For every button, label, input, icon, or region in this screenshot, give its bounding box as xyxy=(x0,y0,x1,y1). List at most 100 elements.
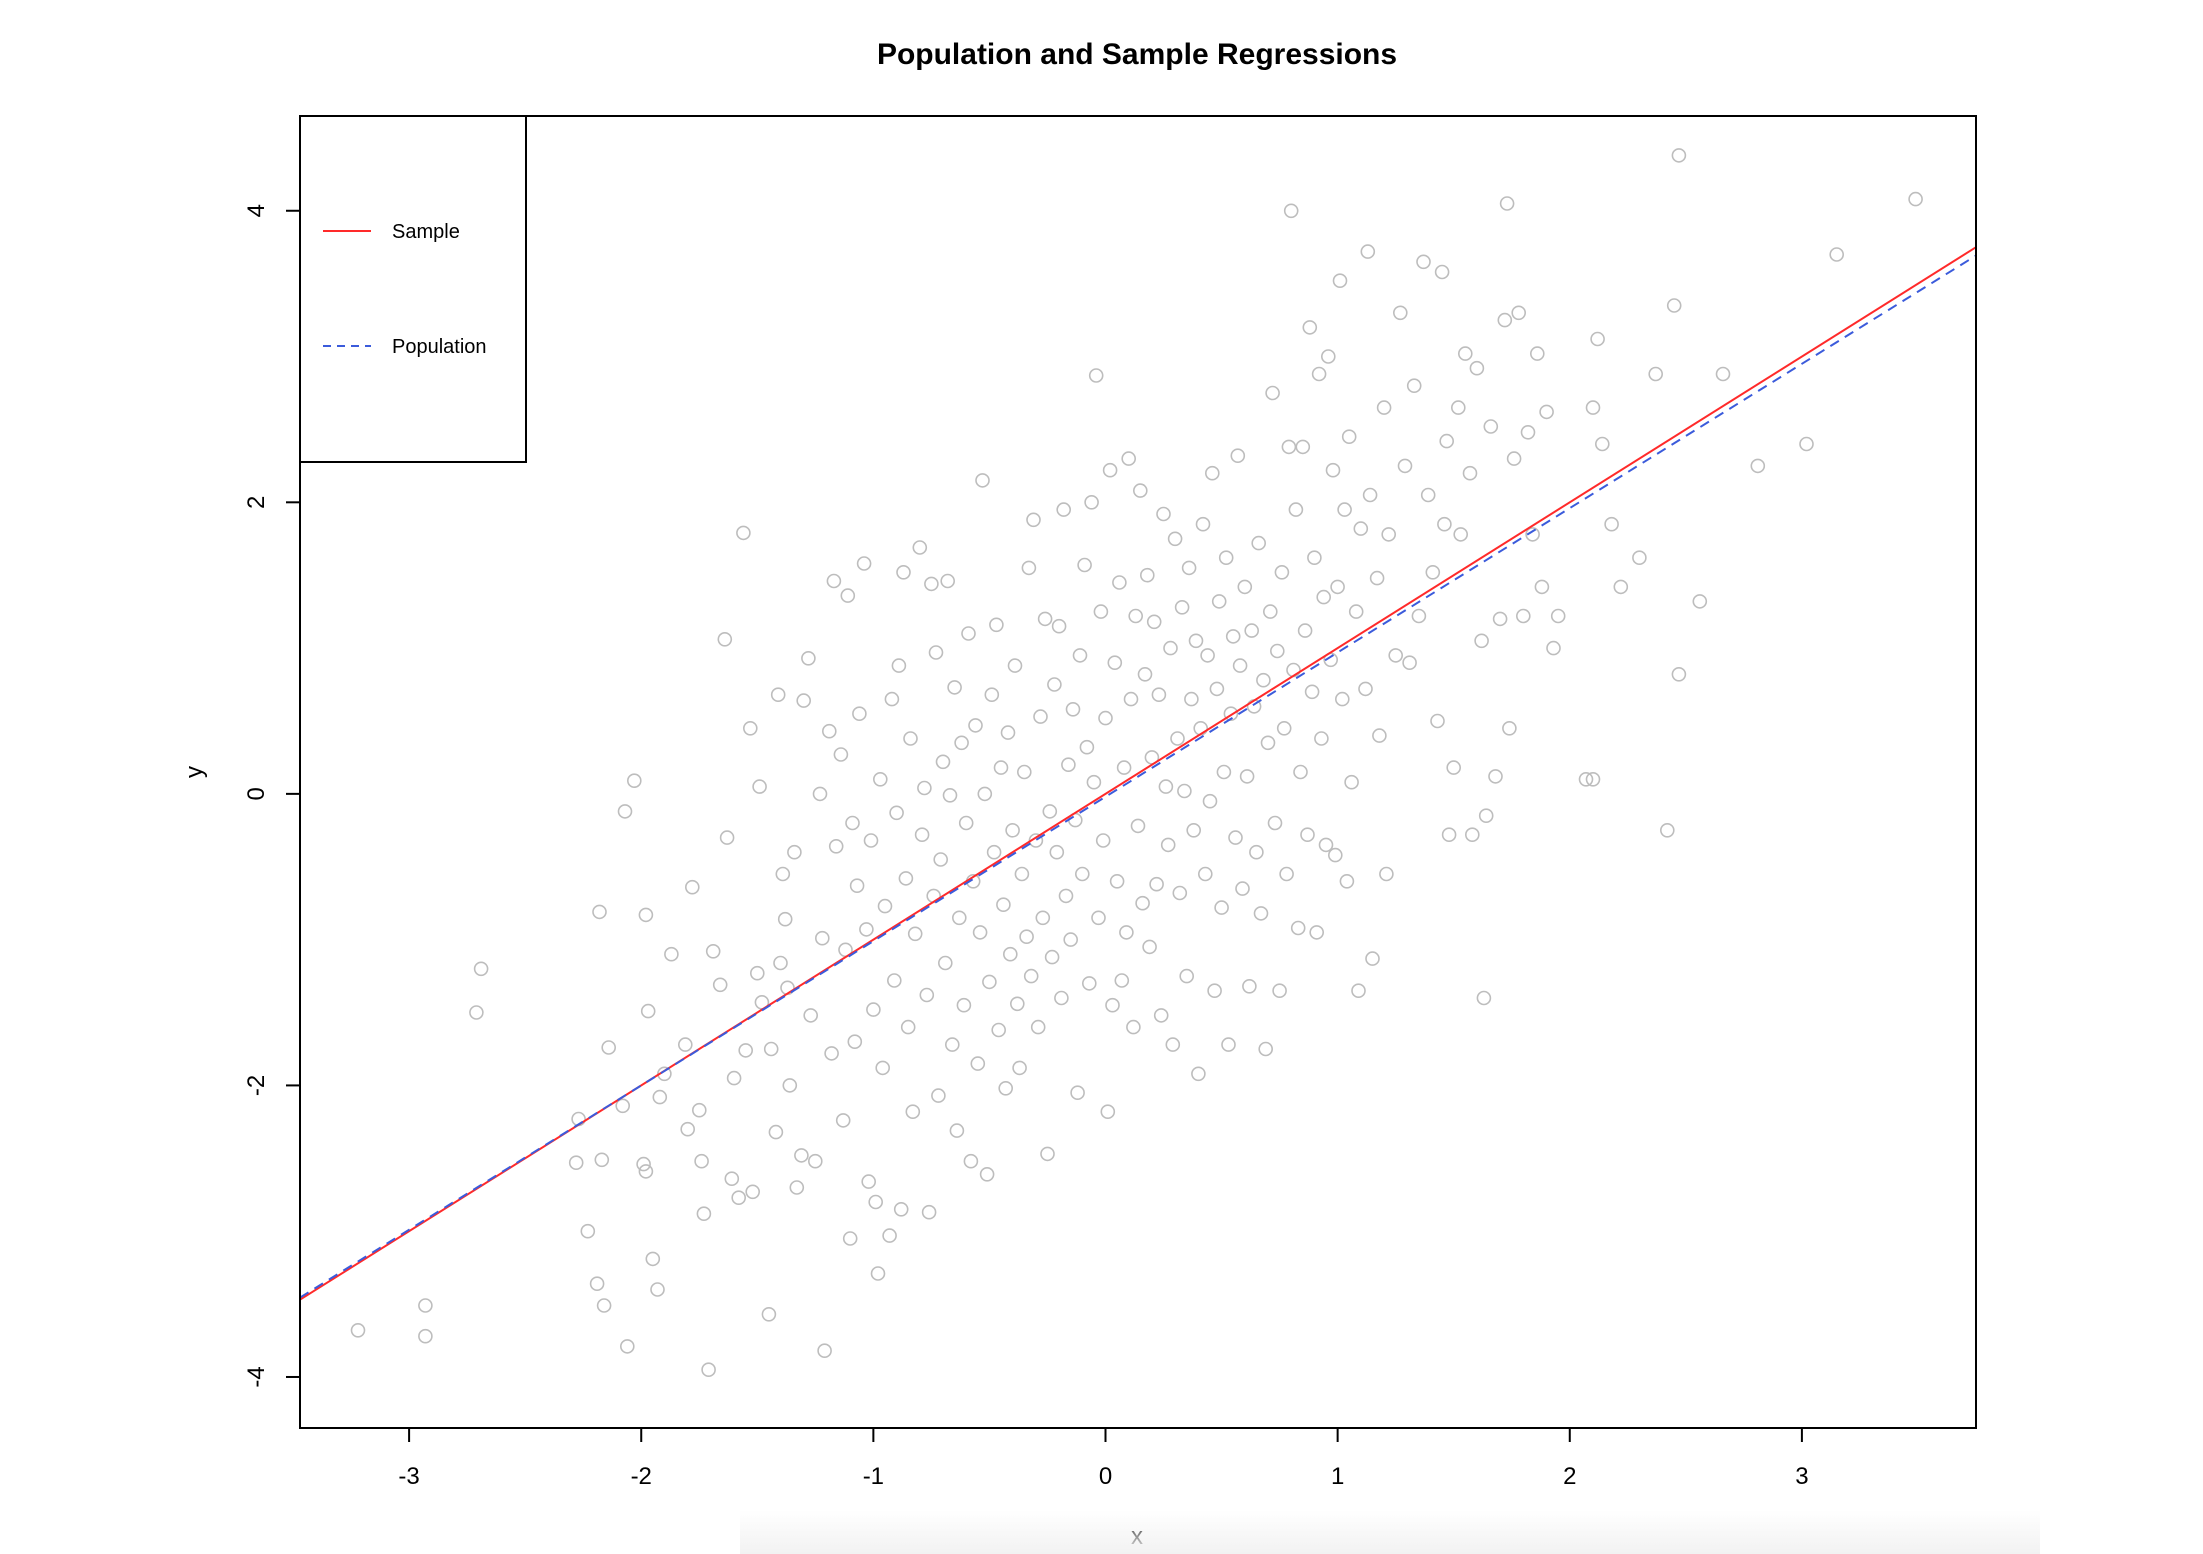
data-point xyxy=(968,718,983,733)
data-point xyxy=(773,955,788,971)
data-point xyxy=(1276,720,1292,736)
data-point xyxy=(1376,400,1392,415)
data-point xyxy=(1251,535,1266,551)
data-point xyxy=(1393,305,1408,321)
data-point xyxy=(1023,968,1039,984)
data-point xyxy=(1044,949,1060,965)
data-point xyxy=(1829,247,1844,262)
data-point xyxy=(636,1156,651,1172)
data-point xyxy=(979,1167,995,1182)
y-axis: -4 -2 0 2 4 xyxy=(243,204,301,1388)
data-point xyxy=(1214,900,1229,915)
data-point xyxy=(1177,783,1192,799)
data-point xyxy=(1381,527,1396,542)
data-point xyxy=(596,1298,612,1313)
data-point xyxy=(998,1081,1014,1096)
data-point xyxy=(1135,895,1150,911)
data-point xyxy=(889,805,904,821)
data-point xyxy=(1253,906,1269,921)
data-point xyxy=(1056,502,1071,517)
data-point xyxy=(1488,769,1503,784)
data-point xyxy=(1116,760,1132,775)
data-point xyxy=(1397,458,1413,474)
data-point xyxy=(991,1022,1007,1038)
data-point xyxy=(770,687,786,703)
data-point xyxy=(789,1180,805,1195)
data-point xyxy=(775,866,791,882)
data-point xyxy=(1595,436,1610,452)
data-point xyxy=(872,771,888,787)
data-point xyxy=(1281,439,1297,455)
chart-title: Population and Sample Regressions xyxy=(877,38,1397,71)
data-point xyxy=(680,1121,696,1137)
data-point xyxy=(418,1298,433,1313)
data-point xyxy=(951,910,967,926)
data-point xyxy=(1492,611,1508,627)
data-point xyxy=(1441,827,1457,843)
data-point xyxy=(1084,494,1099,510)
data-point xyxy=(944,1037,960,1052)
data-point xyxy=(601,1040,617,1055)
data-point xyxy=(1211,594,1227,609)
data-point xyxy=(1530,346,1545,361)
data-point xyxy=(835,1113,851,1128)
data-point xyxy=(1362,487,1378,503)
data-point xyxy=(1692,594,1708,609)
data-point xyxy=(870,1266,886,1281)
data-point xyxy=(796,693,812,708)
data-point xyxy=(803,1008,819,1023)
data-point xyxy=(849,878,865,894)
data-point xyxy=(807,1153,823,1169)
data-point xyxy=(1075,866,1090,882)
data-point xyxy=(1332,273,1348,289)
data-point xyxy=(1216,764,1232,780)
data-point xyxy=(1051,618,1067,634)
x-tick-label: 0 xyxy=(1099,1463,1112,1490)
data-point xyxy=(1105,997,1120,1013)
data-point xyxy=(580,1223,596,1239)
data-point xyxy=(1228,830,1243,845)
data-point xyxy=(1750,458,1766,474)
data-point xyxy=(1172,885,1188,901)
data-point xyxy=(589,1276,605,1291)
data-point xyxy=(1578,771,1594,787)
data-point xyxy=(1267,815,1283,831)
data-point xyxy=(1142,939,1157,955)
data-point xyxy=(1632,550,1647,566)
data-point xyxy=(1149,876,1164,892)
data-point xyxy=(1715,366,1731,382)
x-tick-label: -3 xyxy=(398,1463,419,1490)
data-point xyxy=(924,576,939,592)
data-point xyxy=(821,723,837,739)
data-point xyxy=(1351,983,1366,999)
data-point xyxy=(1799,436,1814,452)
data-point xyxy=(1321,349,1336,364)
data-point xyxy=(1307,550,1322,566)
data-point xyxy=(947,680,962,695)
data-point xyxy=(684,879,700,895)
plot-frame xyxy=(299,115,1977,1429)
data-point xyxy=(1260,735,1276,751)
data-point xyxy=(859,922,874,937)
data-point xyxy=(615,1098,631,1114)
data-point xyxy=(1072,648,1088,663)
data-point xyxy=(1365,951,1380,966)
data-point xyxy=(1002,946,1018,962)
data-point xyxy=(1065,701,1081,717)
data-point xyxy=(1453,527,1468,542)
data-point xyxy=(1430,713,1445,729)
data-point xyxy=(742,720,758,736)
data-point xyxy=(768,1124,784,1140)
data-point xyxy=(956,997,972,1013)
data-point xyxy=(852,706,867,722)
data-point xyxy=(801,650,816,666)
data-point xyxy=(763,1041,779,1057)
data-point xyxy=(724,1171,740,1186)
data-point xyxy=(1660,822,1675,838)
data-point xyxy=(1469,360,1485,376)
data-point xyxy=(986,844,1002,860)
data-point xyxy=(794,1148,809,1163)
data-point xyxy=(1040,1146,1055,1162)
data-point xyxy=(1585,771,1601,787)
